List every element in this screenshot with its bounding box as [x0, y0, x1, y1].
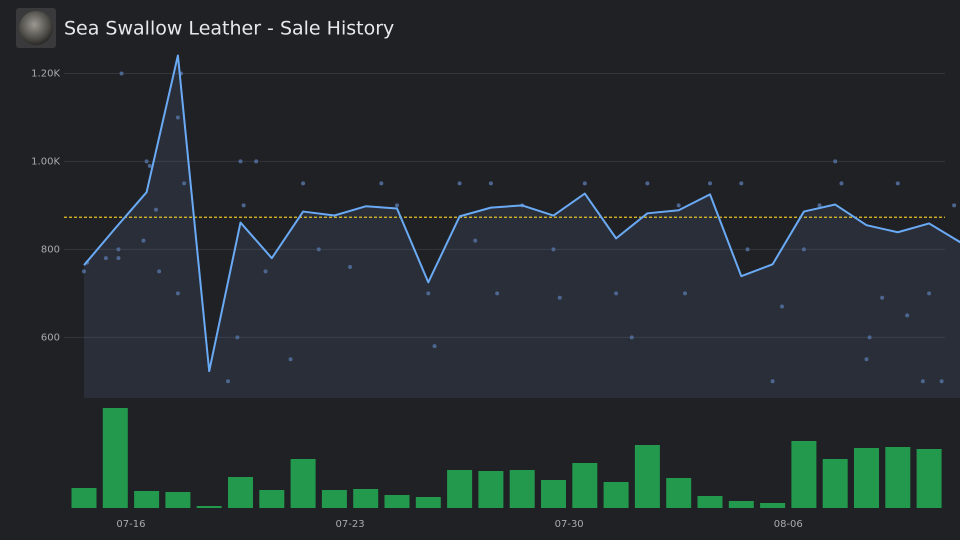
- sale-dot: [316, 247, 321, 252]
- sale-dot: [103, 256, 108, 261]
- volume-bar: [572, 463, 598, 508]
- y-tick-label: 800: [41, 244, 60, 255]
- sale-dot: [770, 379, 775, 384]
- sale-dot: [348, 264, 353, 269]
- sale-dot: [905, 313, 910, 318]
- sale-dot: [175, 115, 180, 120]
- sale-dot: [614, 291, 619, 296]
- sale-dot: [141, 238, 146, 243]
- volume-bar: [603, 482, 629, 508]
- volume-bar: [791, 441, 817, 508]
- volume-bar: [822, 459, 848, 508]
- price-area: [84, 55, 960, 398]
- sale-dot: [864, 357, 869, 362]
- sale-dot: [557, 295, 562, 300]
- sale-dot: [379, 181, 384, 186]
- chart-title: Sea Swallow Leather - Sale History: [64, 18, 394, 40]
- sale-dot: [745, 247, 750, 252]
- volume-bar: [259, 490, 285, 508]
- sale-dot: [488, 181, 493, 186]
- sale-dot: [241, 203, 246, 208]
- volume-bar: [447, 470, 473, 508]
- volume-bar: [228, 477, 253, 508]
- sale-dot: [708, 181, 712, 186]
- sale-dot: [432, 344, 437, 349]
- sale-dot: [235, 335, 240, 340]
- sale-dot: [629, 335, 634, 340]
- sale-dot: [473, 238, 478, 243]
- sale-dot: [288, 357, 293, 362]
- volume-bar: [353, 489, 379, 508]
- sale-dot: [82, 269, 86, 274]
- volume-bar: [697, 496, 723, 508]
- sale-dot: [867, 335, 872, 340]
- sale-dot: [582, 181, 587, 186]
- sale-dot: [301, 181, 306, 186]
- sale-dot: [880, 295, 885, 300]
- sale-dot: [645, 181, 650, 186]
- volume-bar: [384, 495, 410, 508]
- volume-bar: [541, 480, 566, 508]
- x-tick-label: 07-16: [116, 519, 145, 530]
- sale-dot: [263, 269, 268, 274]
- x-tick-label: 07-23: [336, 519, 365, 530]
- sale-dot: [779, 304, 784, 309]
- sale-dot: [833, 159, 838, 164]
- volume-bar: [634, 445, 660, 508]
- sale-dot: [927, 291, 932, 296]
- sale-dot: [254, 159, 259, 164]
- y-tick-label: 1.20K: [31, 68, 60, 79]
- sale-dot: [952, 203, 957, 208]
- volume-bar: [196, 506, 222, 508]
- sale-dot: [551, 247, 556, 252]
- sale-dot: [153, 207, 158, 212]
- x-tick-label: 08-06: [774, 519, 803, 530]
- volume-bar: [854, 448, 879, 508]
- volume-bar: [102, 408, 128, 508]
- sale-dot: [182, 181, 187, 186]
- y-tick-label: 600: [41, 332, 60, 343]
- sale-dot: [175, 291, 180, 296]
- sale-dot: [119, 71, 124, 76]
- volume-bar: [415, 497, 441, 508]
- sale-dot: [839, 181, 844, 186]
- sale-dot: [426, 291, 431, 296]
- sale-dot: [676, 203, 681, 208]
- sale-dot: [457, 181, 462, 186]
- sale-dot: [739, 181, 744, 186]
- volume-bar: [760, 503, 786, 508]
- y-tick-label: 1.00K: [31, 156, 60, 167]
- item-icon: [19, 11, 53, 45]
- sale-dot: [147, 163, 152, 168]
- sale-dot: [225, 379, 230, 384]
- sale-dot: [817, 203, 822, 208]
- sale-dot: [801, 247, 806, 252]
- sale-dot: [157, 269, 162, 274]
- price-line: [83, 54, 960, 373]
- sale-dot: [395, 203, 399, 208]
- sale-dot: [144, 159, 149, 164]
- sale-dot: [116, 247, 121, 252]
- volume-bar: [916, 449, 942, 508]
- volume-bar: [71, 488, 97, 508]
- sale-dot: [495, 291, 500, 296]
- sale-dot: [895, 181, 900, 186]
- x-tick-label: 07-30: [555, 519, 584, 530]
- volume-bar: [509, 470, 535, 508]
- volume-bar: [134, 491, 160, 508]
- sale-dot: [682, 291, 687, 296]
- sale-dot: [939, 379, 944, 384]
- sale-dot: [116, 256, 121, 261]
- sale-dot: [238, 159, 243, 164]
- volume-bar: [666, 478, 692, 508]
- sale-dot: [920, 379, 925, 384]
- volume-bar: [885, 447, 911, 508]
- volume-bar: [478, 471, 504, 508]
- volume-bar: [728, 501, 754, 508]
- volume-bar: [321, 490, 347, 508]
- volume-bar: [165, 492, 191, 508]
- volume-bar: [290, 459, 316, 508]
